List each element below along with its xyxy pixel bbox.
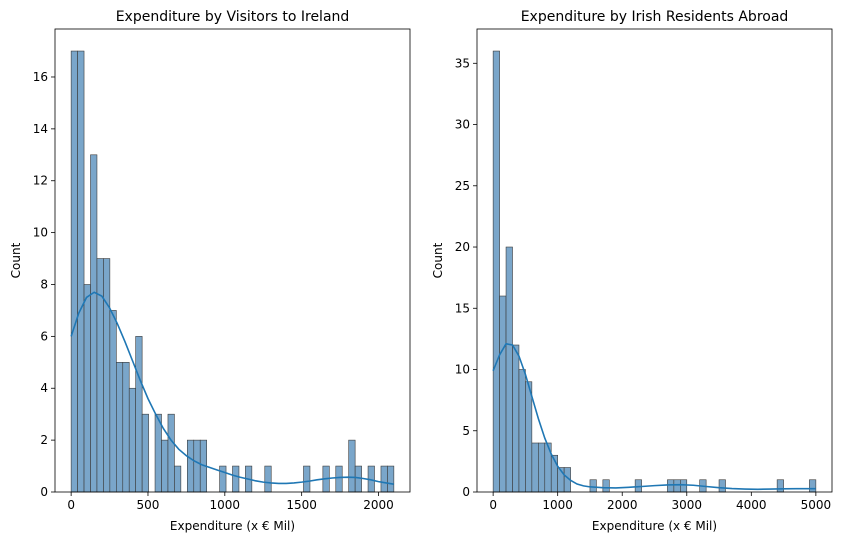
histogram-bar [718,479,726,493]
histogram-bar [667,479,675,493]
y-tick-label: 10 [33,226,48,240]
y-tick-label: 14 [33,122,48,136]
histogram-bar [174,465,182,493]
histogram-bar [531,442,539,493]
x-axis-label: Expenditure (x € Mil) [592,519,717,533]
histogram-bar [525,381,533,493]
y-tick-label: 20 [455,240,470,254]
x-tick-label: 4000 [736,498,767,512]
chart-title: Expenditure by Visitors to Ireland [116,9,350,25]
x-tick-label: 3000 [671,498,702,512]
histogram-bar [776,479,784,493]
x-axis-label: Expenditure (x € Mil) [170,519,295,533]
histogram-bar [809,479,817,493]
y-tick-label: 0 [40,485,48,499]
y-tick-label: 15 [455,301,470,315]
chart-title: Expenditure by Irish Residents Abroad [521,9,789,25]
histogram-bar [335,465,343,493]
histogram-bar [387,465,395,493]
right-histogram-panel: 0 1000 2000 3000 4000 5000 0 5 10 15 20 25 30 35 Expen… [431,9,833,533]
histogram-bar [128,387,136,493]
histogram-bar [348,439,356,493]
histogram-bar [303,465,311,493]
histogram-bar [77,50,85,493]
histogram-bar [161,439,169,493]
y-tick-label: 4 [40,381,48,395]
histogram-bar [122,362,130,493]
y-tick-label: 35 [455,56,470,70]
y-tick-label: 12 [33,174,48,188]
histogram-bar [187,439,195,493]
kde-curve [70,291,394,486]
histogram-bar [83,284,91,493]
histogram-bar [589,479,597,493]
y-tick-label: 6 [40,329,48,343]
histogram-bar [167,413,175,493]
axes-frame [476,28,833,493]
y-tick-label: 16 [33,70,48,84]
histogram-bar [232,465,240,493]
y-tick-label: 8 [40,277,48,291]
y-tick-label: 30 [455,118,470,132]
histogram-bar [219,465,227,493]
histogram-bar [538,442,546,493]
histogram-bar [141,413,149,493]
y-tick-label: 0 [462,485,470,499]
y-axis-label: Count [9,242,23,278]
left-histogram-panel: 0 500 1000 1500 2000 0 2 4 6 8 10 12 14 16 Expenditure… [9,9,411,533]
x-tick-label: 0 [67,498,75,512]
histogram-bar [264,465,272,493]
x-tick-label: 1500 [286,498,317,512]
histogram-bar [70,50,78,493]
histogram-bar [680,479,688,493]
histogram-bar [116,362,124,493]
histogram-bar [103,258,111,493]
x-tick-label: 500 [137,498,160,512]
kde-curve [492,342,816,491]
histogram-bar [505,246,513,493]
histogram-bar [90,154,98,493]
histogram-bar [380,465,388,493]
histogram-bar [499,295,507,493]
y-tick-label: 10 [455,363,470,377]
histogram-bar [512,344,520,493]
x-tick-label: 1000 [542,498,573,512]
x-tick-label: 2000 [607,498,638,512]
histogram-bar [673,479,681,493]
histogram-bar [354,465,362,493]
y-axis-label: Count [431,242,445,278]
y-tick-label: 2 [40,433,48,447]
y-tick-label: 25 [455,179,470,193]
x-tick-label: 1000 [210,498,241,512]
x-tick-label: 5000 [801,498,832,512]
histogram-bar [193,439,201,493]
histogram-bar [135,336,143,493]
histogram-bar [154,413,162,493]
x-tick-label: 0 [489,498,497,512]
histogram-bar [492,50,500,493]
histogram-bar [109,310,117,493]
histogram-bar [518,369,526,493]
axes-frame [54,28,411,493]
y-tick-label: 5 [462,424,470,438]
histogram-bar [602,479,610,493]
x-tick-label: 2000 [363,498,394,512]
